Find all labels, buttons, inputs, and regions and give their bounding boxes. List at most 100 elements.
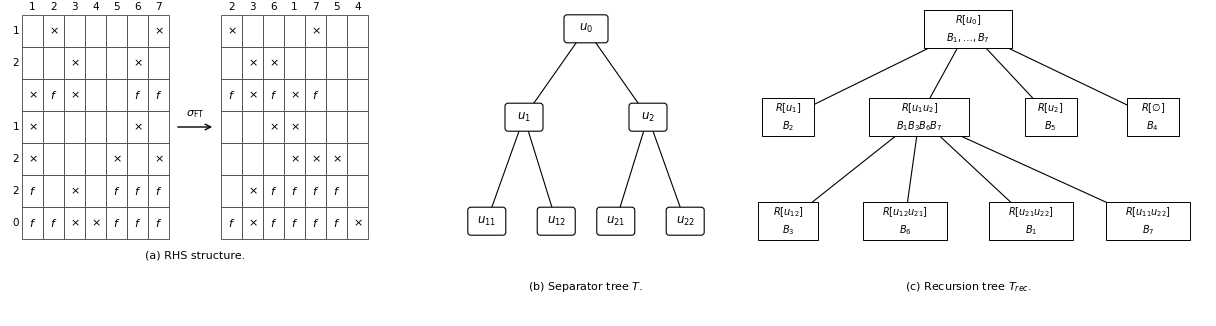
Bar (285, 207, 305, 239)
Bar (43, 207, 64, 239)
Text: $f$: $f$ (270, 89, 277, 101)
Text: $f$: $f$ (154, 185, 162, 197)
Bar (126, 79, 148, 111)
Text: $u_0$: $u_0$ (579, 22, 593, 35)
Text: $f$: $f$ (270, 185, 277, 197)
Text: 2: 2 (12, 154, 19, 164)
Bar (85, 207, 106, 239)
Text: $\times$: $\times$ (28, 122, 38, 132)
Text: $f$: $f$ (154, 217, 162, 229)
Text: 6: 6 (270, 2, 277, 12)
Bar (263, 175, 285, 207)
Bar (221, 15, 242, 47)
Bar (148, 175, 169, 207)
Text: $\times$: $\times$ (353, 218, 362, 228)
Bar (106, 111, 126, 143)
Text: $\times$: $\times$ (310, 154, 320, 164)
Bar (43, 111, 64, 143)
Bar (106, 79, 126, 111)
Bar (347, 175, 368, 207)
Bar (305, 207, 326, 239)
Bar (64, 175, 85, 207)
Bar (285, 175, 305, 207)
Bar (326, 207, 347, 239)
Text: 7: 7 (313, 2, 319, 12)
Bar (305, 79, 326, 111)
Bar (64, 207, 85, 239)
Text: $f$: $f$ (50, 217, 57, 229)
Bar (22, 79, 43, 111)
Text: $\times$: $\times$ (289, 122, 299, 132)
FancyBboxPatch shape (759, 202, 818, 240)
Bar (126, 175, 148, 207)
Bar (326, 47, 347, 79)
Text: 1: 1 (291, 2, 298, 12)
Bar (85, 15, 106, 47)
Text: $\times$: $\times$ (28, 90, 38, 100)
Text: $u_2$: $u_2$ (641, 111, 655, 124)
Bar (242, 47, 263, 79)
Bar (347, 207, 368, 239)
Text: $f$: $f$ (311, 217, 319, 229)
Bar (126, 143, 148, 175)
Bar (43, 143, 64, 175)
FancyBboxPatch shape (1105, 202, 1189, 240)
Bar (221, 175, 242, 207)
Bar (221, 207, 242, 239)
FancyBboxPatch shape (762, 98, 815, 136)
Bar (242, 15, 263, 47)
Bar (285, 111, 305, 143)
Bar (347, 111, 368, 143)
Text: $f$: $f$ (134, 89, 141, 101)
Text: $\times$: $\times$ (91, 218, 101, 228)
Bar (221, 143, 242, 175)
Bar (106, 207, 126, 239)
Text: $f$: $f$ (227, 217, 235, 229)
Bar (106, 143, 126, 175)
Text: $f$: $f$ (227, 89, 235, 101)
FancyBboxPatch shape (629, 103, 668, 131)
FancyBboxPatch shape (505, 103, 544, 131)
Text: 2: 2 (50, 2, 57, 12)
FancyBboxPatch shape (863, 202, 947, 240)
Bar (22, 143, 43, 175)
Text: 3: 3 (72, 2, 78, 12)
Text: $\times$: $\times$ (226, 26, 236, 36)
Bar (263, 47, 285, 79)
Bar (242, 143, 263, 175)
Bar (326, 143, 347, 175)
Text: $f$: $f$ (333, 217, 340, 229)
Text: $\times$: $\times$ (289, 154, 299, 164)
Bar (263, 79, 285, 111)
Text: 1: 1 (29, 2, 35, 12)
Bar (148, 15, 169, 47)
Bar (263, 111, 285, 143)
Text: $f$: $f$ (29, 185, 36, 197)
Bar (85, 79, 106, 111)
Bar (106, 47, 126, 79)
Bar (221, 79, 242, 111)
Bar (347, 15, 368, 47)
Text: $f$: $f$ (270, 217, 277, 229)
Text: $R[u_{11}u_{22}]$
$B_7$: $R[u_{11}u_{22}]$ $B_7$ (1125, 205, 1171, 237)
Text: $\times$: $\times$ (49, 26, 58, 36)
Text: $f$: $f$ (291, 185, 298, 197)
Bar (85, 111, 106, 143)
Text: $\times$: $\times$ (112, 154, 122, 164)
Bar (242, 175, 263, 207)
Bar (326, 175, 347, 207)
Bar (242, 79, 263, 111)
Bar (347, 79, 368, 111)
Text: $f$: $f$ (134, 185, 141, 197)
Text: 2: 2 (229, 2, 235, 12)
Text: 6: 6 (134, 2, 141, 12)
Bar (221, 111, 242, 143)
Text: $f$: $f$ (333, 185, 340, 197)
Text: $R[u_2]$
$B_5$: $R[u_2]$ $B_5$ (1037, 101, 1064, 133)
Bar (148, 207, 169, 239)
Bar (64, 47, 85, 79)
Bar (326, 79, 347, 111)
Bar (285, 143, 305, 175)
Text: $R[u_1]$
$B_2$: $R[u_1]$ $B_2$ (775, 101, 801, 133)
Text: $u_{22}$: $u_{22}$ (676, 215, 694, 228)
